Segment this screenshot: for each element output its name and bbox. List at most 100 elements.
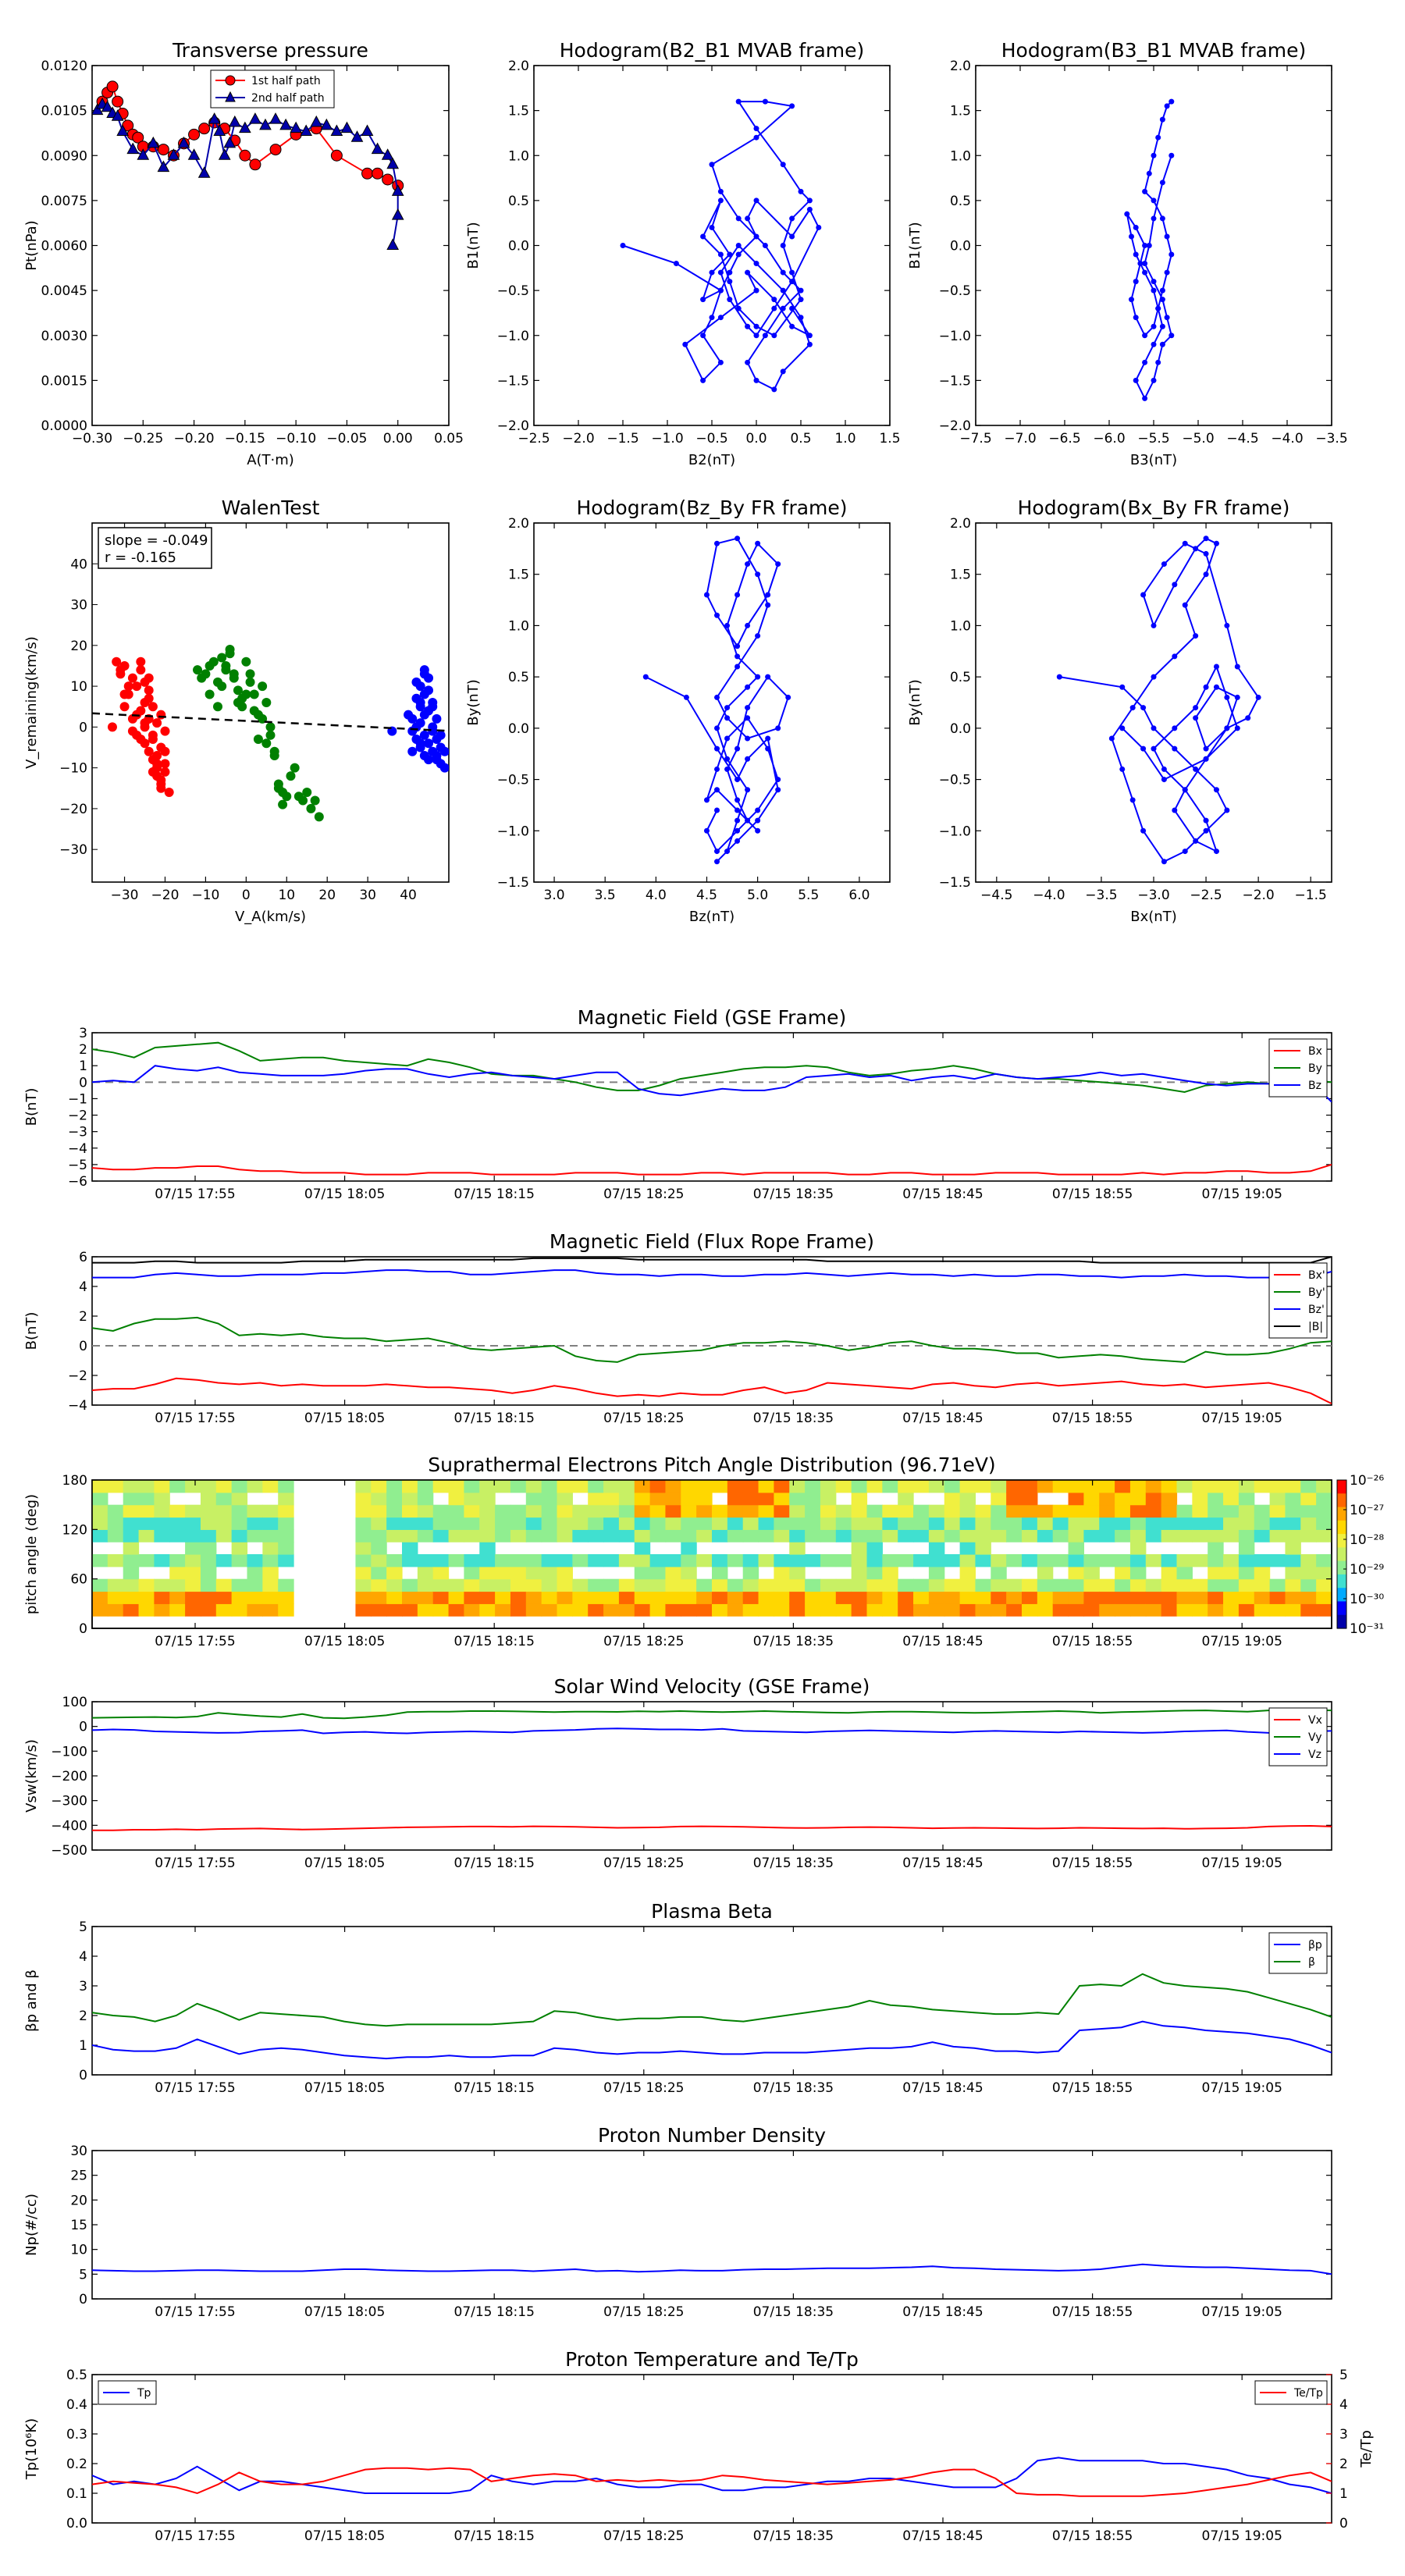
heatmap-cell bbox=[727, 1492, 744, 1506]
y-axis-label: By(nT) bbox=[465, 679, 482, 725]
heatmap-cell bbox=[154, 1591, 170, 1604]
heatmap-cell bbox=[92, 1603, 108, 1617]
heatmap-cell bbox=[572, 1554, 589, 1567]
heatmap-cell bbox=[92, 1591, 108, 1604]
data-point bbox=[806, 333, 813, 339]
heatmap-cell bbox=[200, 1603, 217, 1617]
legend-label: |B| bbox=[1308, 1321, 1323, 1333]
panel-beta: Plasma Beta 0 1 2 3 4 5 07/15 17:55 07/15 18:05 0… bbox=[23, 1900, 1332, 2096]
heatmap-cell bbox=[712, 1603, 728, 1617]
heatmap-cell bbox=[541, 1603, 558, 1617]
heatmap-cell bbox=[712, 1504, 728, 1518]
heatmap-cell bbox=[123, 1554, 140, 1567]
heatmap-cell bbox=[1269, 1603, 1286, 1617]
heatmap-cell bbox=[805, 1517, 821, 1530]
heatmap-cell bbox=[588, 1554, 604, 1567]
heatmap-cell bbox=[262, 1591, 279, 1604]
heatmap-cell bbox=[959, 1542, 976, 1555]
heatmap-cell bbox=[1006, 1517, 1023, 1530]
heatmap-cell bbox=[572, 1529, 589, 1542]
heatmap-cell bbox=[991, 1578, 1007, 1592]
heatmap-cell bbox=[774, 1566, 790, 1580]
heatmap-cell bbox=[1254, 1554, 1271, 1567]
data-point bbox=[753, 134, 759, 141]
heatmap-cell bbox=[1161, 1504, 1178, 1518]
legend: Te/Tp bbox=[1254, 2380, 1328, 2405]
heatmap-cell bbox=[866, 1603, 883, 1617]
heatmap-cell bbox=[464, 1517, 480, 1530]
heatmap-cell bbox=[634, 1603, 651, 1617]
heatmap-cell bbox=[1254, 1566, 1271, 1580]
panel-vsw: Solar Wind Velocity (GSE Frame) −500 −400 −… bbox=[23, 1675, 1332, 1871]
heatmap-cell bbox=[417, 1504, 434, 1518]
legend-label: Vz bbox=[1308, 1749, 1321, 1761]
x-tick-label: −5.0 bbox=[1182, 431, 1214, 447]
heatmap-cell bbox=[1208, 1591, 1224, 1604]
heatmap-cell bbox=[928, 1529, 945, 1542]
heatmap-cell bbox=[944, 1578, 961, 1592]
heatmap-cell bbox=[154, 1480, 170, 1493]
data-point bbox=[753, 233, 759, 240]
y-tick-label: 4 bbox=[79, 1279, 87, 1295]
heatmap-cell bbox=[665, 1603, 681, 1617]
heatmap-cell bbox=[138, 1517, 155, 1530]
heatmap-cell bbox=[432, 1578, 450, 1592]
data-point bbox=[119, 689, 130, 699]
data-point bbox=[780, 287, 786, 294]
heatmap-cell bbox=[432, 1554, 450, 1567]
heatmap-cell bbox=[1006, 1529, 1023, 1542]
heatmap-cell bbox=[1223, 1554, 1240, 1567]
y-tick-label: 20 bbox=[70, 639, 87, 654]
heatmap-cell bbox=[789, 1542, 806, 1555]
data-point bbox=[745, 705, 751, 711]
heatmap-cell bbox=[417, 1591, 434, 1604]
heatmap-cell bbox=[215, 1529, 233, 1542]
x-tick-label: 20 bbox=[318, 888, 336, 903]
heatmap-cell bbox=[991, 1517, 1007, 1530]
heatmap-cell bbox=[572, 1480, 589, 1493]
heatmap-cell bbox=[649, 1529, 667, 1542]
heatmap-cell bbox=[1316, 1566, 1332, 1580]
legend-label: By' bbox=[1308, 1286, 1325, 1299]
data-point bbox=[1124, 211, 1130, 217]
data-point bbox=[140, 718, 150, 728]
x-axis-label: V_A(km/s) bbox=[235, 909, 306, 925]
heatmap-cell bbox=[1269, 1554, 1286, 1567]
heatmap-cell bbox=[138, 1480, 155, 1493]
heatmap-cell bbox=[138, 1578, 155, 1592]
heatmap-cell bbox=[185, 1603, 201, 1617]
heatmap-cell bbox=[1176, 1480, 1193, 1493]
heatmap-cell bbox=[1192, 1603, 1208, 1617]
series-line-0 bbox=[92, 2263, 1332, 2275]
data-point bbox=[753, 126, 759, 132]
x-tick-label: −4.5 bbox=[1226, 431, 1258, 447]
data-point bbox=[160, 759, 170, 769]
heatmap-cell bbox=[727, 1603, 744, 1617]
heatmap-cell bbox=[231, 1554, 248, 1567]
data-point bbox=[1224, 694, 1230, 700]
heatmap-cell bbox=[1129, 1480, 1147, 1493]
heatmap-cell bbox=[355, 1591, 372, 1604]
heatmap-cell bbox=[278, 1504, 294, 1518]
y-tick-label: 10 bbox=[70, 2243, 87, 2258]
axes-frame bbox=[91, 2374, 1332, 2524]
heatmap-cell bbox=[92, 1529, 108, 1542]
heatmap-cell bbox=[123, 1542, 140, 1555]
heatmap-cell bbox=[696, 1480, 713, 1493]
data-point bbox=[1146, 243, 1152, 248]
data-point bbox=[745, 269, 751, 276]
heatmap-cell bbox=[525, 1591, 542, 1604]
data-point bbox=[1203, 827, 1209, 834]
data-point bbox=[1193, 838, 1199, 844]
series-line bbox=[1059, 537, 1260, 863]
heatmap-cell bbox=[1022, 1492, 1038, 1506]
heatmap-cell bbox=[169, 1566, 186, 1580]
data-point bbox=[1213, 540, 1219, 546]
data-point bbox=[228, 115, 241, 127]
heatmap-cell bbox=[525, 1529, 542, 1542]
x-tick-label: −7.0 bbox=[1004, 431, 1036, 447]
data-point bbox=[1245, 715, 1251, 721]
heatmap-cell bbox=[231, 1578, 248, 1592]
heatmap-cell bbox=[588, 1492, 604, 1506]
heatmap-cell bbox=[1068, 1517, 1084, 1530]
